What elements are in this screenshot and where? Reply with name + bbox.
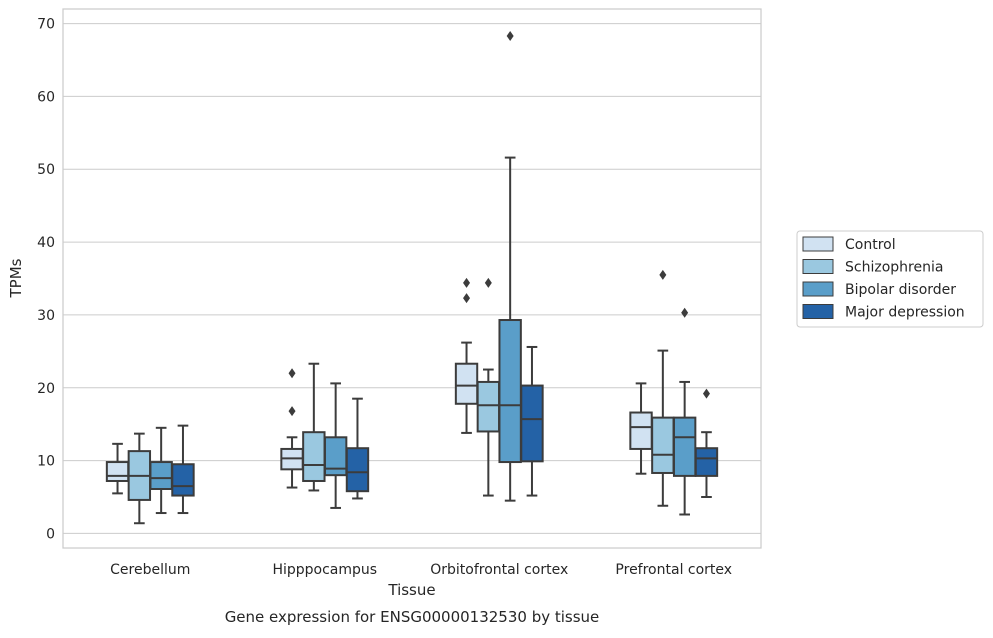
y-tick-label: 0 (46, 526, 55, 542)
x-axis-ticks: Cerebellum Hipppocampus Orbitofrontal cort… (110, 562, 732, 578)
x-tick-label: Prefrontal cortex (615, 562, 732, 578)
outlier-point (484, 277, 492, 288)
box (302, 431, 326, 482)
y-axis-label: TPMs (7, 258, 25, 298)
legend-swatch (802, 281, 834, 297)
legend-swatch (802, 304, 834, 319)
legend-label: Schizophrenia (845, 260, 943, 276)
legend-swatch (802, 259, 834, 274)
legend-frame (796, 230, 984, 328)
box (651, 416, 675, 474)
legend-label: Control (845, 237, 896, 253)
box (345, 447, 370, 493)
x-axis-label: Tissue (387, 581, 435, 599)
outlier-point (659, 269, 667, 280)
legend-label: Major depression (845, 305, 965, 321)
box (105, 461, 130, 482)
legend-label: Bipolar disorder (845, 282, 956, 298)
outlier-point (702, 388, 710, 399)
box (498, 319, 522, 464)
box (476, 380, 501, 433)
legend: Control Schizophrenia Bipolar disorder Majo… (796, 230, 984, 328)
plot-background (63, 9, 761, 548)
outlier-point (463, 277, 471, 288)
y-tick-label: 50 (37, 162, 55, 178)
box-series (105, 30, 719, 525)
x-tick-label: Cerebellum (110, 562, 190, 578)
box (171, 463, 195, 497)
box (454, 362, 479, 405)
box (694, 447, 719, 477)
y-tick-label: 10 (37, 454, 55, 470)
box (520, 384, 544, 463)
figure-caption: Gene expression for ENSG00000132530 by t… (225, 608, 600, 626)
y-tick-label: 40 (37, 235, 55, 251)
box (672, 416, 697, 477)
y-tick-label: 70 (37, 17, 55, 33)
outlier-point (288, 406, 296, 417)
x-tick-label: Orbitofrontal cortex (430, 562, 568, 578)
y-tick-label: 20 (37, 381, 55, 397)
outlier-point (463, 293, 471, 304)
outlier-point (288, 368, 296, 379)
box (149, 461, 173, 491)
outlier-point (681, 307, 689, 318)
y-tick-label: 30 (37, 308, 55, 324)
box (629, 411, 653, 450)
x-tick-label: Hipppocampus (272, 562, 377, 578)
plot-frame (62, 8, 762, 549)
grid-lines (63, 23, 761, 534)
y-axis-ticks: 0 10 20 30 40 50 60 70 (37, 17, 55, 543)
outlier-point (506, 30, 514, 41)
y-tick-label: 60 (37, 89, 55, 105)
legend-swatch (802, 236, 834, 252)
